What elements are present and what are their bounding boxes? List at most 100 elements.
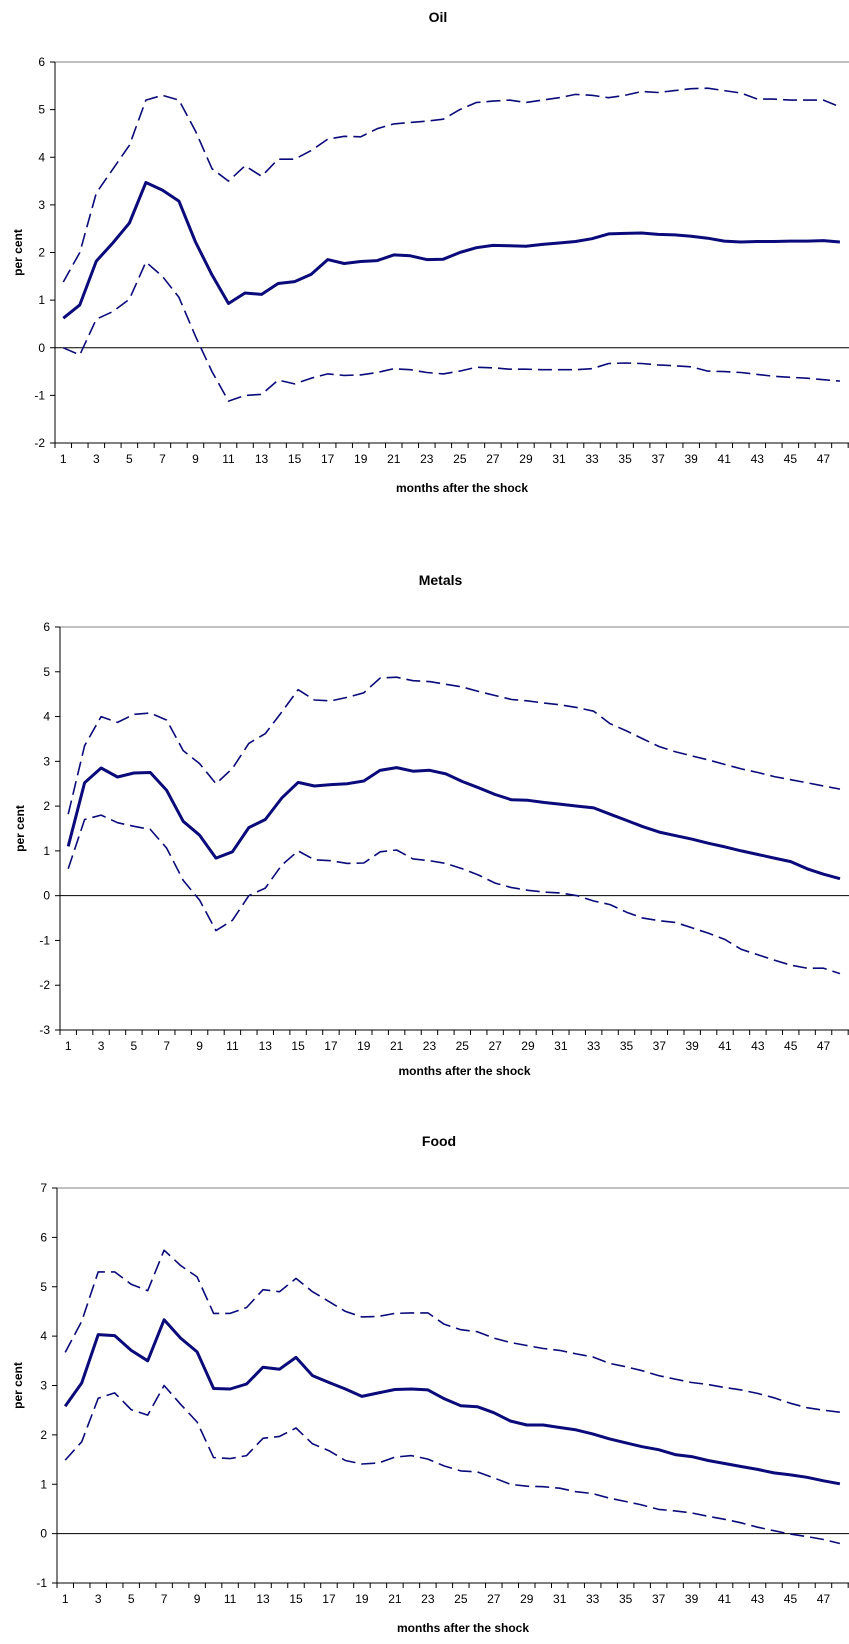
chart-2-x-tick-label: 9 [194,1592,201,1606]
chart-0-x-tick-label: 37 [651,452,665,466]
chart-2-y-axis-title: per cent [11,1362,25,1409]
chart-0-x-tick-label: 5 [126,452,133,466]
chart-1-y-tick-label: 2 [43,799,50,813]
chart-2-x-tick-label: 33 [586,1592,600,1606]
chart-2-y-tick-label: 1 [40,1477,47,1491]
chart-1-y-tick-label: 0 [43,889,50,903]
chart-1-x-tick-label: 41 [718,1039,732,1053]
chart-2-y-tick-label: 3 [40,1379,47,1393]
chart-1-x-tick-label: 35 [620,1039,634,1053]
chart-1-x-tick-label: 23 [423,1039,437,1053]
chart-1-series-estimate-line [68,768,840,879]
chart-0-x-axis-title: months after the shock [396,481,528,495]
chart-2-x-tick-label: 11 [224,1592,237,1606]
chart-2-y-tick-label: 0 [40,1527,47,1541]
chart-1-x-tick-label: 19 [357,1039,371,1053]
chart-1-x-axis-title: months after the shock [398,1064,530,1078]
chart-2-x-tick-label: 25 [454,1592,468,1606]
chart-1-x-tick-label: 31 [554,1039,568,1053]
chart-1-x-tick-label: 47 [817,1039,831,1053]
chart-2-x-tick-label: 5 [128,1592,135,1606]
chart-0-x-tick-label: 31 [552,452,566,466]
chart-1-x-tick-label: 37 [653,1039,667,1053]
chart-1-x-tick-label: 45 [784,1039,798,1053]
chart-0-series-lower-band-line [63,262,840,401]
chart-0-y-tick-label: 2 [38,246,45,260]
chart-2-x-tick-label: 29 [520,1592,534,1606]
chart-2-x-tick-label: 15 [289,1592,303,1606]
chart-2-x-tick-label: 45 [784,1592,798,1606]
chart-1-y-tick-label: -3 [39,1023,50,1037]
chart-1-y-tick-label: 5 [43,665,50,679]
chart-1-y-tick-label: 1 [43,844,50,858]
chart-2-x-tick-label: 47 [817,1592,831,1606]
chart-2-x-tick-label: 17 [322,1592,336,1606]
chart-2-x-tick-label: 43 [751,1592,765,1606]
chart-1-x-tick-label: 39 [686,1039,700,1053]
chart-0-x-tick-label: 45 [784,452,798,466]
chart-0-title: Oil [429,9,448,25]
chart-0-x-tick-label: 43 [751,452,765,466]
chart-1-x-tick-label: 15 [291,1039,305,1053]
chart-2-x-tick-label: 39 [685,1592,699,1606]
chart-2-x-tick-label: 7 [161,1592,168,1606]
chart-2-x-tick-label: 21 [388,1592,402,1606]
chart-1-x-tick-label: 27 [488,1039,502,1053]
chart-1-x-tick-label: 13 [259,1039,273,1053]
chart-2-x-tick-label: 31 [553,1592,567,1606]
chart-1-y-tick-label: -2 [39,978,50,992]
chart-0-x-tick-label: 47 [817,452,831,466]
chart-0-x-tick-label: 23 [420,452,434,466]
chart-1-x-tick-label: 43 [751,1039,765,1053]
chart-1-y-axis-title: per cent [13,805,27,852]
chart-0-x-tick-label: 17 [321,452,335,466]
chart-2-y-tick-label: 6 [40,1230,47,1244]
chart-0-x-tick-label: 39 [685,452,699,466]
chart-0-x-tick-label: 35 [618,452,632,466]
chart-0-x-tick-label: 29 [519,452,533,466]
chart-2-y-tick-label: -1 [36,1576,47,1590]
chart-0-y-tick-label: -2 [34,436,45,450]
chart-0-y-tick-label: 5 [38,103,45,117]
chart-2-x-tick-label: 3 [95,1592,102,1606]
chart-1-title: Metals [419,572,463,588]
chart-0-x-tick-label: 33 [585,452,599,466]
chart-1-x-tick-label: 25 [456,1039,470,1053]
chart-1-x-tick-label: 33 [587,1039,601,1053]
chart-2-x-tick-label: 41 [718,1592,732,1606]
chart-2-y-tick-label: 2 [40,1428,47,1442]
chart-1-series-upper-band-line [68,677,840,814]
chart-0-x-tick-label: 7 [159,452,166,466]
chart-0-x-tick-label: 27 [486,452,500,466]
chart-1-x-tick-label: 29 [521,1039,535,1053]
chart-0-y-tick-label: -1 [34,388,45,402]
chart-0-x-tick-label: 15 [288,452,302,466]
chart-2-x-tick-label: 23 [421,1592,435,1606]
chart-2-x-tick-label: 27 [487,1592,501,1606]
chart-0-x-tick-label: 41 [718,452,732,466]
chart-2-x-tick-label: 35 [619,1592,633,1606]
chart-1-y-tick-label: -1 [39,933,50,947]
chart-1-x-tick-label: 17 [324,1039,338,1053]
chart-2-x-tick-label: 37 [652,1592,666,1606]
chart-2-y-tick-label: 7 [40,1181,47,1195]
chart-0-x-tick-label: 21 [387,452,401,466]
chart-1-y-tick-label: 4 [43,710,50,724]
chart-food: Food-1012345671 3 5 7 9 11 13 15 17 19 21 23 25 27 29 3… [11,1133,849,1635]
chart-1-y-tick-label: 3 [43,754,50,768]
chart-0-y-axis-title: per cent [11,229,25,276]
chart-2-y-tick-label: 5 [40,1280,47,1294]
chart-0-y-tick-label: 1 [38,293,45,307]
chart-1-series-lower-band-line [68,815,840,974]
chart-1-x-tick-label: 3 [98,1039,105,1053]
chart-1-x-tick-label: 7 [163,1039,170,1053]
chart-1-x-tick-label: 11 [226,1039,239,1053]
chart-1-x-tick-label: 21 [390,1039,404,1053]
chart-0-y-tick-label: 0 [38,341,45,355]
chart-0-x-tick-label: 13 [255,452,269,466]
chart-0-y-tick-label: 3 [38,198,45,212]
chart-2-x-tick-label: 19 [355,1592,369,1606]
chart-2-y-tick-label: 4 [40,1329,47,1343]
